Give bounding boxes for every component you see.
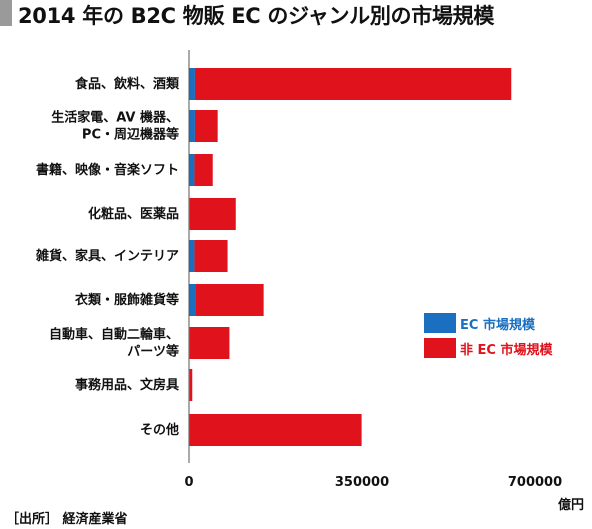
bar-non-ec-1: [194, 110, 218, 142]
legend-item-ec: EC 市場規模: [424, 312, 552, 334]
bar-non-ec-8: [189, 414, 362, 446]
category-label-0: 食品、飲料、酒類: [75, 76, 180, 92]
bar-non-ec-2: [194, 154, 213, 186]
legend-label-ec: EC 市場規模: [460, 317, 535, 333]
category-label-5: 衣類・服飾雑貨等: [75, 292, 179, 308]
category-label-6-line0: 自動車、自動二輪車、: [49, 327, 179, 343]
x-axis-ticks: 0 350000 700000: [184, 475, 562, 490]
x-tick-label-0: 0: [184, 475, 193, 490]
bar-non-ec-4: [194, 240, 228, 272]
category-label-3: 化粧品、医薬品: [88, 206, 179, 222]
x-tick-label-1: 350000: [335, 475, 389, 490]
bar-non-ec-0: [194, 68, 512, 100]
bar-ec-1: [189, 110, 195, 142]
category-label-1-line1: PC・周辺機器等: [82, 127, 179, 143]
x-tick-label-2: 700000: [508, 475, 562, 490]
unit-label: 億円: [557, 498, 584, 513]
legend: EC 市場規模 非 EC 市場規模: [424, 312, 552, 362]
category-label-2: 書籍、映像・音楽ソフト: [36, 162, 179, 178]
category-label-4: 雑貨、家具、インテリア: [35, 248, 179, 264]
legend-swatch-non-ec: [424, 338, 456, 358]
bar-ec-5: [189, 284, 196, 316]
legend-swatch-ec: [424, 313, 456, 333]
legend-item-non-ec: 非 EC 市場規模: [424, 337, 552, 359]
bar-non-ec-7: [189, 369, 193, 401]
category-label-8: その他: [140, 422, 179, 438]
bar-non-ec-5: [195, 284, 264, 316]
category-label-7: 事務用品、文房具: [75, 377, 179, 393]
source-note: ［出所］ 経済産業省: [6, 512, 128, 527]
bar-ec-2: [189, 154, 195, 186]
bar-ec-0: [189, 68, 195, 100]
bars: [189, 68, 512, 446]
category-label-1-line0: 生活家電、AV 機器、: [51, 110, 179, 126]
title-accent-bar: [0, 0, 12, 26]
bar-non-ec-3: [189, 198, 236, 230]
chart-title: 2014 年の B2C 物販 EC のジャンル別の市場規模: [18, 4, 495, 28]
legend-label-non-ec: 非 EC 市場規模: [460, 342, 553, 358]
category-label-6-line1: パーツ等: [127, 344, 179, 360]
bar-ec-4: [189, 240, 195, 272]
bar-non-ec-6: [189, 327, 230, 359]
